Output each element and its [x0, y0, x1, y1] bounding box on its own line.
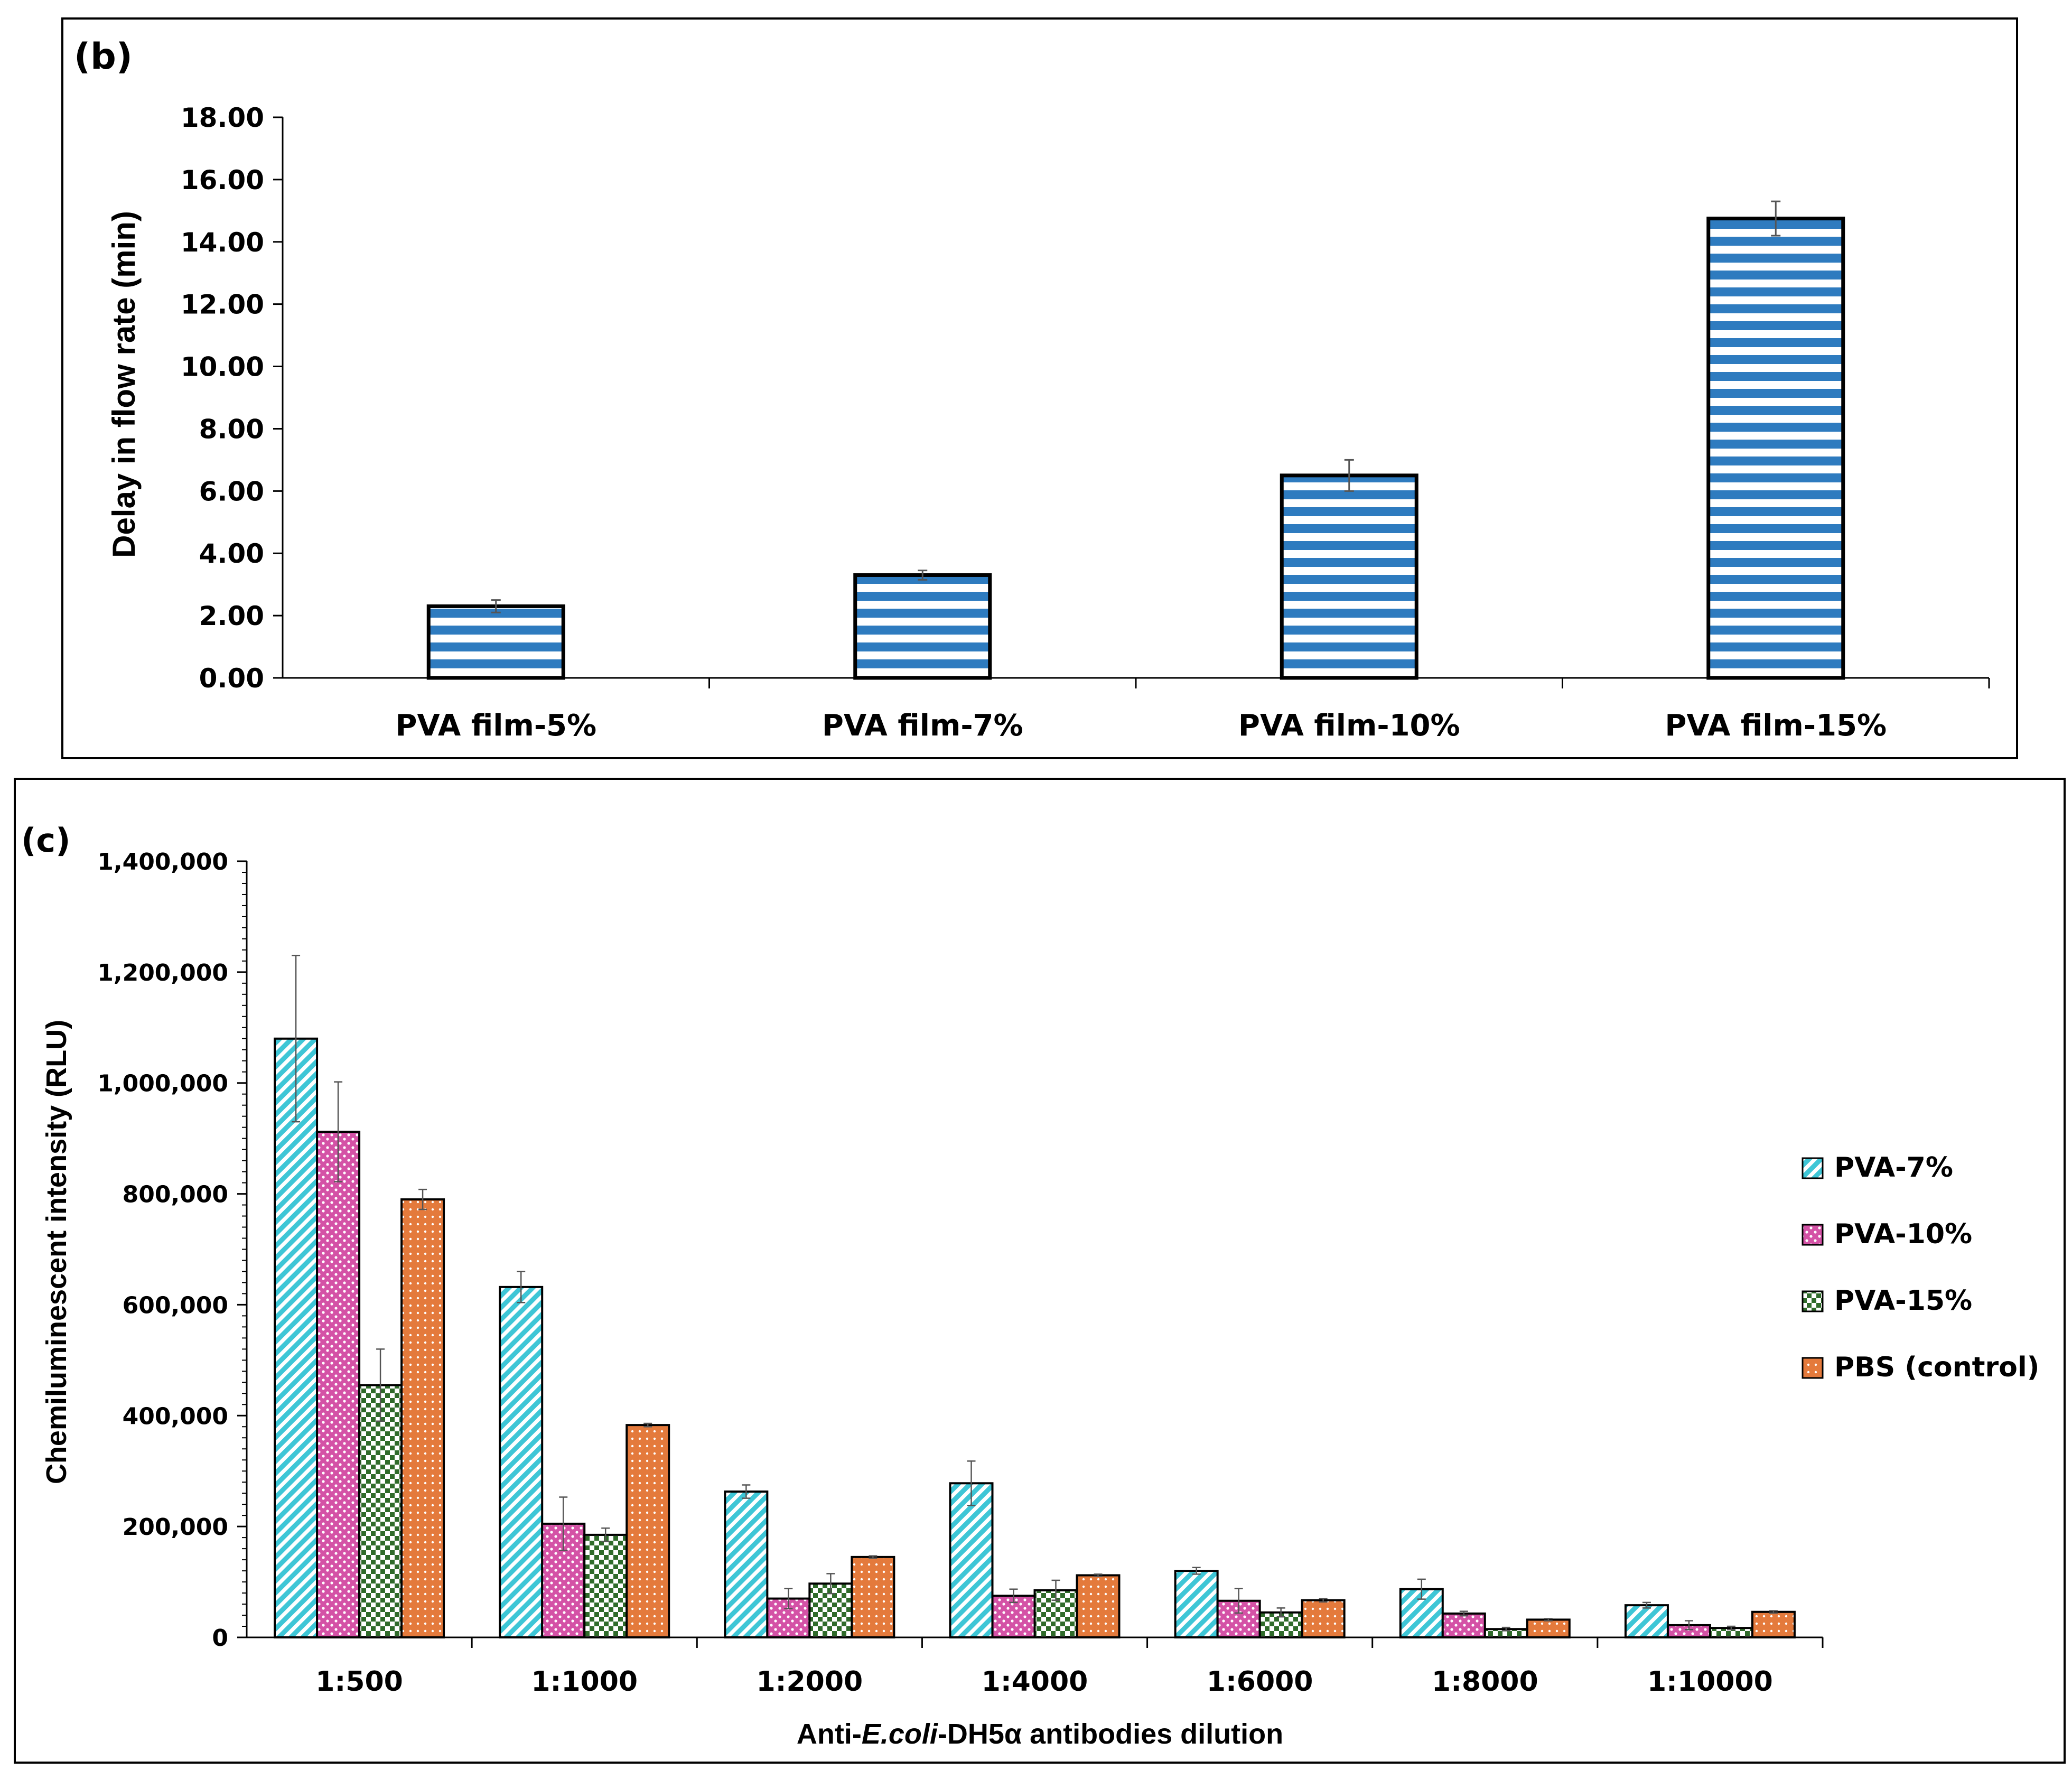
- bar: [400, 1198, 445, 1638]
- y-axis-title: Delay in flow rate (min): [106, 211, 142, 558]
- y-tick-label: 10.00: [181, 352, 264, 383]
- y-tick-label: 600,000: [123, 1292, 228, 1319]
- bar: [949, 1482, 994, 1638]
- y-tick-label: 1,200,000: [97, 959, 228, 986]
- legend-label: PVA-10%: [1834, 1218, 1972, 1250]
- x-tick-label: 1:1000: [531, 1666, 638, 1698]
- x-tick-label: PVA film-7%: [822, 709, 1023, 743]
- x-tick-label: 1:8000: [1432, 1666, 1538, 1698]
- bar: [1751, 1610, 1796, 1639]
- y-tick-label: 18.00: [181, 103, 264, 133]
- panel-b-frame: [61, 17, 2018, 759]
- y-tick-label: 6.00: [199, 476, 264, 507]
- legend-label: PBS (control): [1834, 1352, 2039, 1383]
- legend-swatch: [1802, 1157, 1824, 1179]
- y-tick-label: 2.00: [199, 601, 264, 631]
- chart-c: 0 200,000 400,000 600,000 800,000 1,000,000 1,…: [41, 849, 2039, 1750]
- bar: [316, 1131, 361, 1639]
- x-axis-title-part: Anti-: [797, 1718, 862, 1750]
- x-tick-label: PVA film-10%: [1238, 709, 1460, 743]
- panel-c-frame: [14, 778, 2066, 1764]
- bar: [274, 1037, 319, 1638]
- legend-swatch: [1802, 1290, 1824, 1312]
- legend-swatch: [1802, 1224, 1824, 1246]
- bar: [426, 604, 565, 680]
- bar: [1076, 1574, 1121, 1638]
- y-axis-title: Chemiluminescent intensity (RLU): [41, 1020, 72, 1484]
- bar: [358, 1384, 403, 1638]
- y-tick-label: 4.00: [199, 538, 264, 569]
- y-tick-label: 12.00: [181, 290, 264, 320]
- bar: [1280, 473, 1418, 680]
- y-tick-label: 16.00: [181, 165, 264, 195]
- legend-swatch: [1802, 1357, 1824, 1379]
- x-tick-label: PVA film-5%: [395, 709, 596, 743]
- chart-b: 0.00 2.00 4.00 6.00 8.00 10.00 12.00 14.00 16.00…: [106, 103, 1990, 743]
- x-axis-title-part: E.coli: [862, 1718, 938, 1750]
- y-tick-label: 8.00: [199, 414, 264, 444]
- legend-label: PVA-15%: [1834, 1285, 1972, 1317]
- y-tick-label: 200,000: [123, 1514, 228, 1541]
- x-tick-label: 1:6000: [1207, 1666, 1313, 1698]
- y-tick-label: 400,000: [123, 1403, 228, 1430]
- y-tick-label: 1,400,000: [97, 849, 228, 875]
- y-tick-label: 0.00: [199, 663, 264, 694]
- bar: [853, 573, 992, 680]
- panel-c-label: (c): [21, 821, 70, 860]
- bar: [1526, 1618, 1571, 1638]
- y-tick-label: 14.00: [181, 227, 264, 258]
- y-tick-label: 800,000: [123, 1181, 228, 1208]
- bar: [1706, 217, 1845, 680]
- y-tick-label: 1,000,000: [97, 1070, 228, 1097]
- x-tick-label: 1:500: [315, 1666, 403, 1698]
- bar: [1624, 1604, 1669, 1638]
- bar: [1441, 1612, 1486, 1638]
- bar: [1301, 1599, 1346, 1638]
- x-tick-label: 1:4000: [982, 1666, 1088, 1698]
- x-axis-title: Anti-E.coli-DH5α antibodies dilution: [797, 1718, 1283, 1750]
- x-tick-label: PVA film-15%: [1665, 709, 1887, 743]
- bar: [724, 1490, 769, 1638]
- x-tick-label: 1:10000: [1647, 1666, 1773, 1698]
- y-tick-label: 0: [212, 1625, 228, 1652]
- bar: [499, 1285, 544, 1638]
- legend-label: PVA-7%: [1834, 1152, 1953, 1184]
- bar: [1174, 1570, 1219, 1638]
- bar: [583, 1533, 628, 1638]
- panel-b-label: (b): [74, 36, 133, 78]
- x-tick-label: 1:2000: [757, 1666, 863, 1698]
- bar: [851, 1555, 895, 1638]
- x-axis-title-part: -DH5α antibodies dilution: [938, 1718, 1283, 1750]
- bar: [626, 1424, 670, 1638]
